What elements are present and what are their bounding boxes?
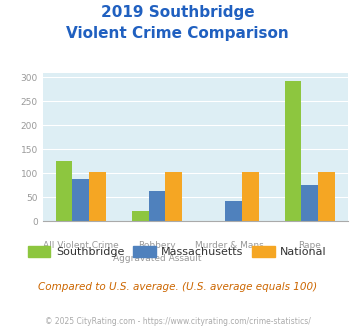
Text: Rape: Rape	[298, 241, 321, 249]
Text: Violent Crime Comparison: Violent Crime Comparison	[66, 26, 289, 41]
Text: 2019 Southbridge: 2019 Southbridge	[101, 5, 254, 20]
Bar	[242, 172, 258, 221]
Bar	[132, 211, 149, 221]
Text: Aggravated Assault: Aggravated Assault	[113, 254, 201, 263]
Bar	[165, 172, 182, 221]
Text: © 2025 CityRating.com - https://www.cityrating.com/crime-statistics/: © 2025 CityRating.com - https://www.city…	[45, 317, 310, 326]
Legend: Southbridge, Massachusetts, National: Southbridge, Massachusetts, National	[24, 242, 331, 261]
Text: Robbery: Robbery	[138, 241, 176, 249]
Text: Murder & Mans...: Murder & Mans...	[195, 241, 272, 249]
Bar	[285, 81, 301, 221]
Bar	[56, 161, 72, 221]
Bar	[301, 185, 318, 221]
Bar	[72, 179, 89, 221]
Bar	[318, 172, 335, 221]
Text: All Violent Crime: All Violent Crime	[43, 241, 119, 249]
Bar	[149, 191, 165, 221]
Bar	[89, 172, 106, 221]
Bar	[225, 201, 242, 221]
Text: Compared to U.S. average. (U.S. average equals 100): Compared to U.S. average. (U.S. average …	[38, 282, 317, 292]
